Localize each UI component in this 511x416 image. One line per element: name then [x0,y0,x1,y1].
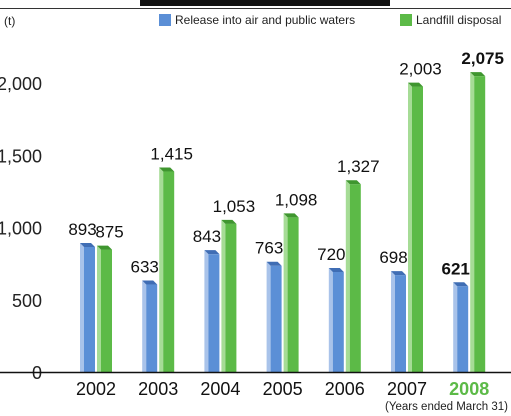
y-tick-label: 1,500 [0,146,42,166]
release-bar-side [142,280,147,372]
release-value-label: 843 [193,227,221,246]
landfill-bar-top [470,72,486,77]
release-bar [332,271,344,372]
x-tick-label: 2003 [138,379,178,399]
landfill-value-label: 1,053 [213,197,256,216]
header-strip [140,0,390,6]
landfill-value-label: 2,003 [399,60,442,79]
release-bar-top [204,250,220,255]
x-tick-label: 2007 [387,379,427,399]
legend-swatch-landfill [400,14,412,26]
bars-group [80,72,486,372]
landfill-bar [287,217,299,372]
landfill-bar-top [408,82,423,87]
release-value-label: 633 [131,258,159,277]
landfill-value-label: 2,075 [461,49,504,68]
landfill-bar-top [97,245,112,250]
landfill-bar [349,184,361,372]
release-bar-side [453,282,458,372]
legend-swatch-release [159,14,171,26]
x-tick-label: 2004 [200,379,240,399]
landfill-bar [163,171,175,372]
landfill-bar [225,223,237,372]
legend: Release into air and public waters Landf… [159,13,501,27]
release-bar-top [142,280,158,285]
release-bar-side [266,261,271,372]
release-bar-side [391,271,395,372]
release-bar-top [80,242,95,247]
y-tick-label: 2,000 [0,74,42,94]
landfill-bar-side [345,180,350,372]
landfill-bar-side [283,213,288,372]
release-bar [395,275,406,372]
landfill-value-label: 1,415 [150,145,193,164]
release-bar-top [391,271,406,276]
landfill-bar-top [221,219,237,224]
landfill-bar-side [159,167,164,372]
release-value-label: 763 [255,239,283,258]
release-bar-top [328,267,344,272]
y-tick-label: 1,000 [0,219,42,239]
landfill-bar-side [408,82,412,372]
landfill-bar-top [345,180,361,185]
unit-label: (t) [4,14,15,28]
landfill-value-label: 875 [95,223,123,242]
release-value-label: 621 [442,259,470,278]
landfill-value-label: 1,098 [275,190,318,209]
release-bar-top [266,261,282,266]
legend-label-release: Release into air and public waters [175,13,355,27]
x-tick-label: 2008 [449,379,489,399]
release-bar [208,254,220,372]
release-bar-side [80,242,84,372]
release-value-label: 720 [317,245,345,264]
release-bar-top [453,282,469,287]
x-tick-label: 2006 [325,379,365,399]
x-axis: 2002 2003 2004 2005 2006 2007 2008 [76,379,489,399]
release-bar [457,286,469,372]
y-tick-label: 500 [12,291,42,311]
release-bar [84,246,95,372]
footnote: (Years ended March 31) [385,401,508,413]
release-value-label: 698 [379,248,407,267]
x-tick-label: 2002 [76,379,116,399]
landfill-value-label: 1,327 [337,157,380,176]
release-value-label: 893 [68,220,96,239]
release-bar-side [328,267,333,372]
release-bar [146,284,158,372]
landfill-bar-side [470,72,475,372]
landfill-bar [412,86,423,372]
landfill-bar [101,249,112,372]
landfill-bar-top [159,167,175,172]
landfill-bar [474,76,486,372]
legend-label-landfill: Landfill disposal [416,13,501,27]
release-bar [270,265,282,372]
landfill-bar-top [283,213,299,218]
landfill-bar-side [97,245,101,372]
landfill-bar-side [221,219,226,372]
x-tick-label: 2005 [263,379,303,399]
release-bar-side [204,250,209,372]
